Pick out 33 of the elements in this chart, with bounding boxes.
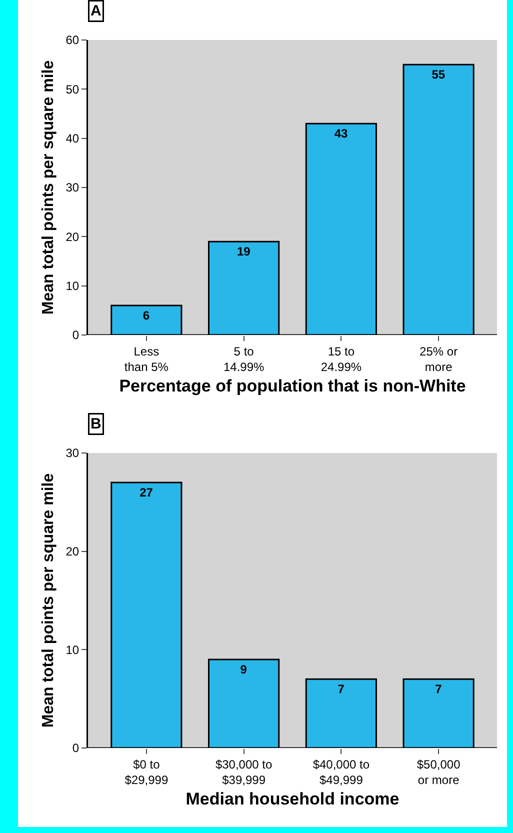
data-label: 27: [140, 486, 154, 500]
y-tick-label: 30: [66, 446, 80, 460]
y-axis-title: Mean total points per square mile: [40, 473, 57, 728]
x-tick-label: $50,000 or more: [416, 757, 461, 787]
text: B: [90, 416, 102, 432]
data-label: 6: [142, 308, 150, 322]
y-tick-label: 50: [66, 82, 80, 96]
y-tick-label: 60: [66, 33, 80, 48]
y-tick-label: 0: [72, 328, 80, 342]
x-tick-label: Less than 5%: [124, 344, 169, 374]
y-tick-label: 10: [66, 642, 80, 657]
x-axis-title: Percentage of population that is non-White: [119, 376, 466, 396]
x-tick-label: 5 to 14.99%: [223, 344, 264, 374]
y-tick-label: 0: [72, 741, 80, 756]
data-label: 43: [334, 126, 348, 141]
data-label: 9: [240, 662, 248, 676]
x-tick-label: $40,000 to $49,999: [312, 757, 370, 787]
x-tick-label: 15 to 24.99%: [320, 344, 362, 374]
y-axis-title: Mean total points per square mile: [40, 60, 57, 315]
x-tick-label: 25% or more: [420, 344, 458, 374]
text: A: [90, 2, 102, 20]
x-axis-title: Median household income: [186, 789, 400, 808]
data-label: 55: [432, 68, 446, 82]
y-tick-label: 30: [66, 180, 80, 195]
x-tick-label: $0 to $29,999: [124, 757, 168, 787]
data-label: 7: [435, 682, 442, 696]
x-tick-label: $30,000 to $39,999: [215, 757, 272, 787]
data-label: 7: [338, 682, 345, 696]
y-tick-label: 10: [66, 279, 80, 294]
y-tick-label: 20: [66, 230, 80, 244]
y-tick-label: 20: [66, 544, 80, 559]
y-tick-label: 40: [66, 132, 80, 146]
data-label: 19: [236, 244, 251, 259]
